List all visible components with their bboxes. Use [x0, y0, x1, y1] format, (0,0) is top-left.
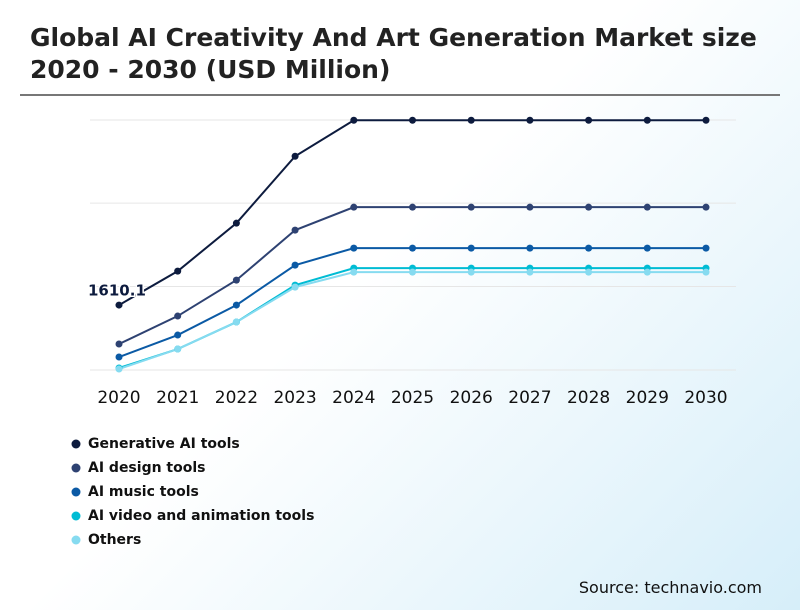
- data-point: [467, 116, 475, 124]
- data-point: [409, 244, 416, 252]
- x-tick-label: 2030: [684, 388, 727, 408]
- data-point: [409, 116, 416, 124]
- data-point: [702, 244, 710, 252]
- data-label: 1610.1: [88, 282, 146, 300]
- series-line: [118, 119, 706, 306]
- data-point: [350, 268, 358, 276]
- data-point: [585, 203, 593, 211]
- data-point: [409, 203, 416, 211]
- data-point: [526, 268, 534, 276]
- x-tick-label: 2025: [391, 388, 434, 408]
- data-point: [232, 318, 240, 326]
- x-tick-label: 2029: [626, 388, 669, 408]
- legend-marker: [71, 511, 81, 521]
- data-point: [232, 276, 240, 284]
- data-point: [350, 244, 358, 252]
- data-point: [643, 268, 651, 276]
- data-point: [174, 267, 182, 275]
- data-point: [350, 203, 358, 211]
- data-point: [115, 353, 123, 361]
- legend-marker: [71, 463, 81, 473]
- x-tick-label: 2027: [508, 388, 551, 408]
- title-rule: [20, 94, 780, 96]
- data-point: [350, 116, 358, 124]
- data-point: [526, 116, 534, 124]
- data-point: [174, 331, 182, 339]
- data-point: [232, 219, 240, 227]
- data-point: [585, 244, 593, 252]
- data-point: [526, 203, 534, 211]
- legend-label: AI video and animation tools: [88, 508, 314, 524]
- series-line: [118, 267, 706, 369]
- data-point: [643, 203, 651, 211]
- x-tick-label: 2023: [273, 388, 316, 408]
- legend-label: AI music tools: [88, 484, 199, 500]
- data-point: [291, 226, 299, 234]
- data-point: [467, 244, 475, 252]
- data-point: [115, 340, 123, 348]
- data-point: [585, 268, 593, 276]
- x-tick-label: 2024: [332, 388, 375, 408]
- legend-label: Generative AI tools: [88, 436, 240, 452]
- data-point: [643, 244, 651, 252]
- x-tick-label: 2020: [97, 388, 140, 408]
- x-tick-label: 2028: [567, 388, 610, 408]
- data-point: [702, 116, 710, 124]
- data-point: [526, 244, 534, 252]
- legend-marker: [71, 487, 81, 497]
- series-line: [118, 247, 706, 358]
- data-point: [702, 203, 710, 211]
- source: Source: technavio.com: [578, 578, 762, 597]
- x-tick-label: 2021: [156, 388, 199, 408]
- data-point: [585, 116, 593, 124]
- data-point: [174, 345, 182, 353]
- legend-marker: [71, 535, 81, 545]
- data-point: [409, 268, 416, 276]
- data-point: [643, 116, 651, 124]
- legend-marker: [71, 439, 81, 449]
- data-point: [115, 365, 123, 373]
- data-point: [232, 301, 240, 309]
- data-point: [291, 283, 299, 291]
- x-tick-label: 2026: [450, 388, 493, 408]
- data-point: [174, 312, 182, 320]
- data-point: [467, 268, 475, 276]
- legend-label: AI design tools: [88, 460, 206, 476]
- legend-label: Others: [88, 532, 141, 548]
- data-point: [467, 203, 475, 211]
- chart-title: Global AI Creativity And Art Generation …: [30, 23, 757, 84]
- data-point: [291, 261, 299, 269]
- data-point: [702, 268, 710, 276]
- x-tick-label: 2022: [215, 388, 258, 408]
- data-point: [291, 152, 299, 160]
- data-point: [115, 301, 123, 309]
